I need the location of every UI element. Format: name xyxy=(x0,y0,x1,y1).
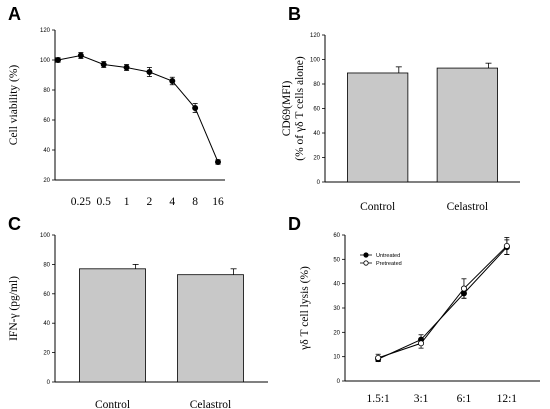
y-axis-label: CD69(MFI) xyxy=(281,81,293,137)
y-tick-label: 120 xyxy=(40,28,51,34)
y-tick-label: 100 xyxy=(40,233,51,239)
data-point xyxy=(123,64,130,71)
y-tick-label: 50 xyxy=(333,257,340,263)
series-line xyxy=(377,245,508,359)
data-point xyxy=(55,57,62,64)
y-axis-label: IFN-γ (pg/ml) xyxy=(8,276,20,341)
x-tick-label: 1.5:1 xyxy=(366,393,390,405)
y-tick-label: 80 xyxy=(313,82,320,88)
y-tick-label: 80 xyxy=(43,88,50,94)
bar xyxy=(347,72,409,183)
panel-letter: B xyxy=(288,4,301,24)
y-tick-label: 80 xyxy=(43,262,50,268)
y-tick-label: 60 xyxy=(43,292,50,298)
y-tick-label: 100 xyxy=(310,58,321,64)
panel-b: B 0 20 40 60 80 100 120 CD69(MFI) (% of γδ T cell… xyxy=(281,4,520,213)
y-tick-label: 40 xyxy=(333,282,340,288)
y-tick-label: 120 xyxy=(310,33,321,39)
data-point xyxy=(418,340,425,347)
data-point xyxy=(100,61,107,68)
y-tick-label: 0 xyxy=(47,380,51,386)
y-tick-label: 30 xyxy=(333,306,340,312)
y-tick-label: 40 xyxy=(43,148,50,154)
y-tick-label: 10 xyxy=(333,355,340,361)
y-tick-label: 0 xyxy=(337,379,341,385)
x-tick-label: Celastrol xyxy=(190,399,232,409)
legend-marker xyxy=(363,260,369,266)
x-tick-label: 1 xyxy=(124,196,130,208)
data-point xyxy=(214,158,221,165)
data-point xyxy=(192,105,199,112)
panel-letter: C xyxy=(8,214,21,234)
x-tick-label: 2 xyxy=(147,196,153,208)
x-tick-label: 8 xyxy=(192,196,198,208)
panel-a: A 20 40 60 80 100 120 Cell viability (%) 0.25 0.5… xyxy=(8,4,225,208)
y-axis-label: Cell viability (%) xyxy=(8,65,20,146)
y-tick-label: 20 xyxy=(313,156,320,162)
legend-label: Untreated xyxy=(376,253,400,259)
data-point xyxy=(146,69,153,76)
y-axis-label: γδ T cell lysis (%) xyxy=(299,266,311,351)
x-tick-label: 6:1 xyxy=(457,393,472,405)
y-tick-label: 100 xyxy=(40,58,51,64)
legend-marker xyxy=(363,252,369,258)
y-tick-label: 60 xyxy=(333,233,340,239)
data-point xyxy=(375,354,382,361)
x-tick-label: 12:1 xyxy=(497,393,518,405)
y-axis-label: (% of γδ T cells alone) xyxy=(294,56,306,161)
x-tick-label: 16 xyxy=(212,196,224,208)
data-point xyxy=(169,78,176,85)
bar xyxy=(177,274,244,383)
x-tick-label: Control xyxy=(360,201,395,213)
y-tick-label: 20 xyxy=(333,330,340,336)
panel-letter: D xyxy=(288,214,301,234)
y-tick-label: 60 xyxy=(313,107,320,113)
data-point xyxy=(503,242,510,249)
legend-label: Pretreated xyxy=(376,261,402,267)
panel-letter: A xyxy=(8,4,21,24)
x-tick-label: 3:1 xyxy=(414,393,429,405)
data-point xyxy=(460,285,467,292)
y-tick-label: 0 xyxy=(317,180,321,186)
bar xyxy=(436,67,498,183)
y-tick-label: 40 xyxy=(313,131,320,137)
y-tick-label: 20 xyxy=(43,178,50,184)
x-tick-label: Control xyxy=(95,399,130,409)
x-tick-label: 0.5 xyxy=(97,196,112,208)
data-point xyxy=(77,52,84,59)
panel-d: D 0 10 20 30 40 50 60 γδ T cell lysis (%) 1.5:1 3:… xyxy=(288,214,540,405)
y-tick-label: 40 xyxy=(43,321,50,327)
bar xyxy=(79,268,146,383)
x-tick-label: 0.25 xyxy=(71,196,91,208)
series-line xyxy=(57,54,219,163)
y-tick-label: 20 xyxy=(43,351,50,357)
x-tick-label: 4 xyxy=(169,196,175,208)
y-tick-label: 60 xyxy=(43,118,50,124)
x-tick-label: Celastrol xyxy=(447,201,489,213)
panel-c: C 0 20 40 60 80 100 IFN-γ (pg/ml) Control Celastr… xyxy=(8,214,268,409)
